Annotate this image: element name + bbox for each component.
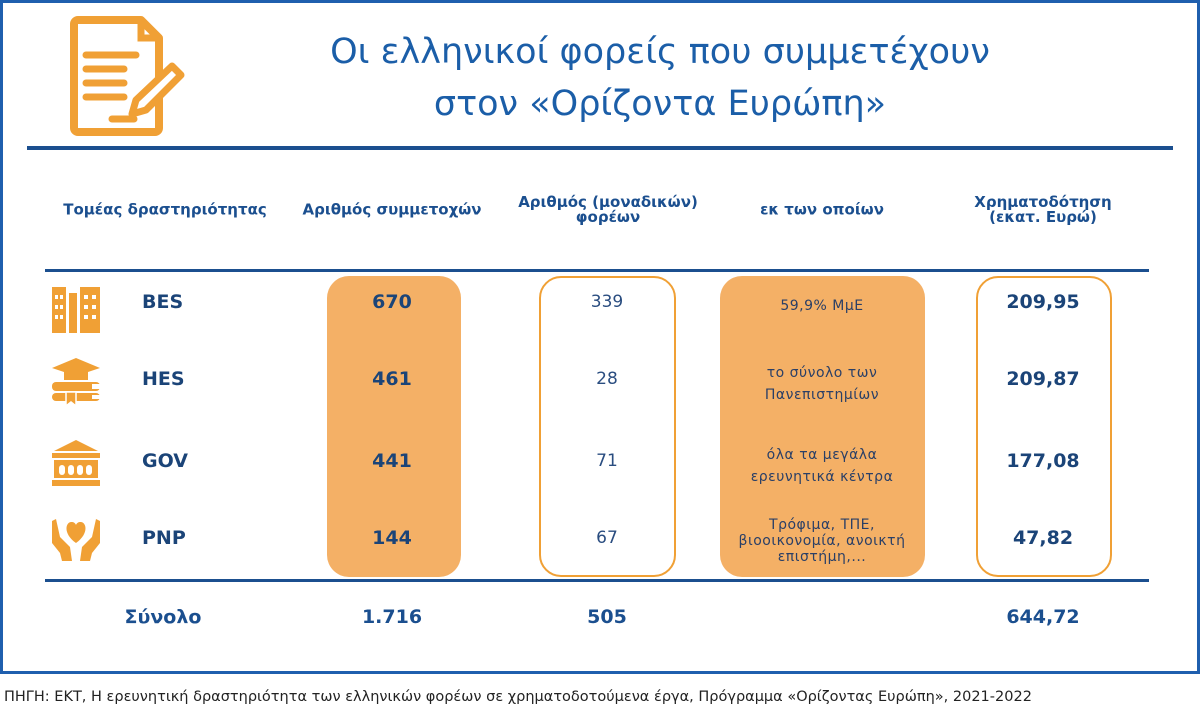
hands-heart-icon — [52, 519, 100, 561]
office-buildings-icon — [52, 287, 100, 333]
entities-value: 67 — [596, 528, 618, 548]
table-top-rule — [45, 269, 1149, 272]
infographic-frame — [0, 0, 1200, 674]
header-entities: Αριθμός (μοναδικών) φορέων — [518, 195, 698, 225]
of-which-highlight — [720, 276, 925, 577]
of-which-note: 59,9% ΜμΕ — [780, 297, 863, 315]
title-divider — [27, 146, 1173, 150]
note-line: επιστήμη,... — [777, 549, 867, 565]
entities-outline — [539, 276, 676, 577]
government-building-icon — [52, 440, 100, 486]
header-participations: Αριθμός συμμετοχών — [302, 200, 482, 219]
funding-outline — [976, 276, 1112, 577]
sector-label: HES — [142, 368, 185, 390]
funding-value: 209,95 — [1006, 291, 1080, 313]
page-title: Οι ελληνικοί φορείς που συμμετέχουν στον… — [250, 26, 1070, 130]
funding-value: 177,08 — [1006, 450, 1080, 472]
participations-highlight — [327, 276, 461, 577]
note-line: ερευνητικά κέντρα — [750, 469, 894, 485]
header-entities-line2: φορέων — [575, 208, 641, 226]
sector-label: PNP — [142, 527, 186, 549]
title-line-1: Οι ελληνικοί φορείς που συμμετέχουν — [330, 32, 990, 72]
header-funding-line1: Χρηματοδότηση — [974, 193, 1112, 211]
total-entities: 505 — [587, 606, 627, 628]
total-participations: 1.716 — [361, 606, 423, 628]
header-of-which: εκ των οποίων — [760, 200, 884, 219]
document-pen-icon — [70, 16, 185, 136]
header-sector: Τομέας δραστηριότητας — [63, 200, 267, 219]
note-line: το σύνολο των — [766, 365, 878, 381]
source-footer: ΠΗΓΗ: ΕΚΤ, Η ερευνητική δραστηριότητα τω… — [4, 689, 1032, 705]
participations-value: 144 — [372, 527, 412, 549]
of-which-note: όλα τα μεγάλα ερευνητικά κέντρα — [751, 446, 894, 486]
header-funding: Χρηματοδότηση (εκατ. Ευρώ) — [974, 195, 1111, 225]
note-line: Τρόφιμα, ΤΠΕ, — [769, 517, 875, 533]
sector-label: GOV — [142, 450, 188, 472]
header-funding-line2: (εκατ. Ευρώ) — [989, 208, 1097, 226]
of-which-note: Τρόφιμα, ΤΠΕ, βιοοικονομία, ανοικτή επιστή… — [739, 517, 906, 565]
note-line: 59,9% ΜμΕ — [780, 298, 864, 314]
note-line: όλα τα μεγάλα — [766, 447, 878, 463]
title-line-2: στον «Ορίζοντα Ευρώπη» — [433, 84, 887, 124]
table-bottom-rule — [45, 579, 1149, 582]
funding-value: 47,82 — [1012, 527, 1074, 549]
note-line: βιοοικονομία, ανοικτή — [738, 533, 906, 549]
total-label: Σύνολο — [124, 606, 202, 628]
entities-value: 71 — [596, 451, 618, 471]
total-funding: 644,72 — [1006, 606, 1080, 628]
graduation-cap-books-icon — [52, 358, 100, 406]
participations-value: 670 — [372, 291, 412, 313]
funding-value: 209,87 — [1006, 368, 1080, 390]
sector-label: BES — [142, 291, 184, 313]
header-entities-line1: Αριθμός (μοναδικών) — [518, 193, 698, 211]
note-line: Πανεπιστημίων — [764, 387, 880, 403]
participations-value: 461 — [372, 368, 412, 390]
entities-value: 339 — [590, 292, 624, 312]
participations-value: 441 — [372, 450, 412, 472]
entities-value: 28 — [596, 369, 618, 389]
of-which-note: το σύνολο των Πανεπιστημίων — [765, 364, 879, 404]
